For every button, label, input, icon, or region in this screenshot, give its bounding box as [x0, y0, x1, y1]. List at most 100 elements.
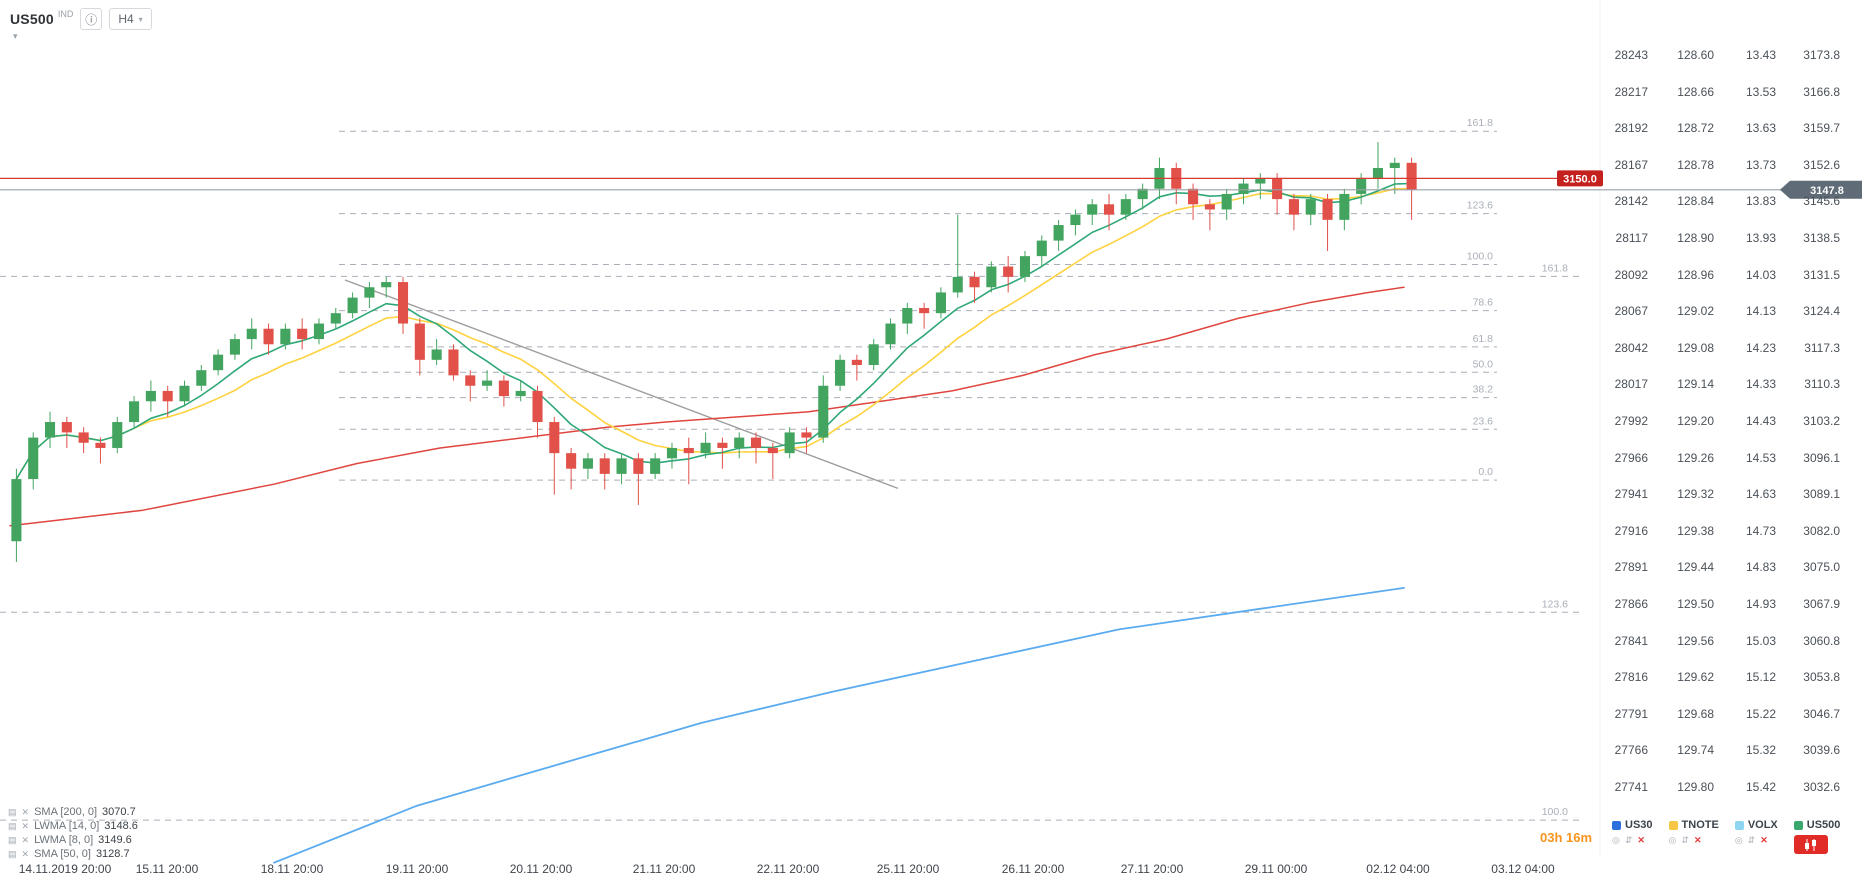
visibility-toggle-icon[interactable]: ◎: [1612, 835, 1620, 845]
price-scale-value-volx: 13.53: [1745, 84, 1776, 99]
trendline[interactable]: [344, 279, 899, 490]
instrument-legend-volx: VOLX ◎ ⇵ ✕: [1734, 819, 1778, 854]
instrument-legend-us30: US30 ◎ ⇵ ✕: [1612, 819, 1653, 854]
price-scale-value-tnote: 129.50: [1677, 597, 1714, 611]
candle-body: [986, 266, 997, 288]
price-scale-value-volx: 13.43: [1745, 48, 1776, 62]
candle-body: [666, 447, 678, 459]
lwma14-line[interactable]: [15, 187, 1413, 480]
reorder-arrows-icon[interactable]: ⇵: [1681, 835, 1689, 845]
indicator-remove-icon[interactable]: ✕: [21, 834, 30, 845]
candle-body: [1087, 204, 1098, 215]
reorder-arrows-icon[interactable]: ⇵: [1747, 835, 1756, 845]
candle-body: [969, 276, 980, 288]
time-axis-label: 02.12 04:00: [1366, 862, 1430, 876]
price-scale-value-us30: 27766: [1614, 743, 1648, 758]
price-scale-value-volx: 15.22: [1745, 706, 1776, 721]
candle-body: [784, 432, 795, 454]
price-scale-value-tnote: 129.26: [1677, 450, 1714, 465]
fib-main-label: 123.6: [1467, 200, 1493, 212]
price-scale-value-tnote: 129.74: [1677, 743, 1714, 758]
candle-body: [1238, 183, 1249, 194]
candle-body: [145, 390, 156, 402]
instrument-color-swatch: [1612, 820, 1621, 830]
price-scale-value-us30: 27866: [1614, 597, 1648, 611]
lwma8-line[interactable]: [15, 182, 1413, 480]
candle-body: [734, 437, 745, 448]
instrument-legend-header[interactable]: TNOTE: [1668, 819, 1719, 831]
remove-instrument-icon[interactable]: ✕: [1637, 835, 1645, 845]
candle-body: [902, 307, 913, 324]
price-scale-value-us500: 3173.8: [1803, 48, 1840, 62]
indicator-remove-icon[interactable]: ✕: [21, 820, 30, 831]
candle-body: [414, 323, 425, 360]
indicator-label: SMA [200, 0]: [34, 806, 98, 818]
time-axis-label: 19.11 20:00: [385, 862, 449, 876]
price-scale-value-volx: 14.83: [1745, 560, 1776, 575]
candle-body: [582, 458, 593, 469]
sma200-line[interactable]: [273, 587, 1405, 864]
time-axis-label: 03.12 04:00: [1491, 862, 1555, 876]
candle-body: [566, 453, 577, 469]
visibility-toggle-icon[interactable]: ◎: [1668, 835, 1677, 845]
remove-instrument-icon[interactable]: ✕: [1760, 835, 1768, 845]
candle-body: [1372, 168, 1384, 179]
indicator-legend-row: ▤ ✕ LWMA [14, 0] 3148.6: [8, 819, 138, 833]
candle-body: [1204, 204, 1215, 210]
price-scale-value-us30: 28243: [1614, 48, 1648, 62]
price-scale-value-us30: 27916: [1614, 523, 1648, 538]
instrument-legend-header[interactable]: US30: [1612, 819, 1653, 831]
reorder-arrows-icon[interactable]: ⇵: [1624, 835, 1633, 845]
indicator-settings-icon[interactable]: ▤: [8, 820, 17, 831]
price-scale-value-us500: 3103.2: [1803, 414, 1840, 428]
price-scale-value-tnote: 129.32: [1677, 487, 1714, 502]
sma50-line[interactable]: [9, 286, 1405, 527]
candle-body: [1389, 162, 1400, 169]
price-scale-value-us500: 3152.6: [1803, 157, 1840, 172]
candle-body: [1322, 199, 1333, 220]
candle-body: [818, 385, 829, 438]
candle-body: [112, 422, 123, 448]
price-scale-value-volx: 13.93: [1745, 231, 1776, 245]
price-scale-value-us30: 27992: [1614, 414, 1648, 428]
new-order-button[interactable]: [1793, 835, 1828, 854]
visibility-toggle-icon[interactable]: ◎: [1734, 835, 1743, 845]
price-scale-value-tnote: 129.80: [1677, 780, 1714, 794]
instrument-legend-header[interactable]: US500: [1793, 819, 1840, 831]
candle-body: [599, 458, 610, 474]
indicator-remove-icon[interactable]: ✕: [21, 848, 30, 859]
timeframe-dropdown[interactable]: H4 ▾: [109, 8, 152, 30]
candle-body: [229, 339, 240, 355]
candle-body: [717, 442, 728, 448]
price-scale-value-tnote: 129.38: [1677, 523, 1714, 538]
candle-body: [179, 385, 190, 402]
price-scale-value-us500: 3138.5: [1803, 231, 1840, 245]
info-button[interactable]: ⓘ: [80, 8, 103, 30]
price-scale-value-us30: 28192: [1614, 121, 1648, 136]
price-scale-value-us30: 28042: [1614, 340, 1648, 355]
indicator-remove-icon[interactable]: ✕: [21, 806, 30, 817]
price-scale-value-tnote: 128.66: [1677, 84, 1714, 99]
price-scale-value-us500: 3145.6: [1803, 194, 1840, 209]
candle-body: [1272, 178, 1283, 200]
remove-instrument-icon[interactable]: ✕: [1693, 835, 1702, 845]
instrument-legend-header[interactable]: VOLX: [1734, 819, 1778, 831]
price-scale-value-tnote: 128.72: [1677, 121, 1714, 136]
indicator-settings-icon[interactable]: ▤: [8, 834, 17, 845]
collapse-symbol-caret[interactable]: ▾: [13, 31, 18, 41]
instrument-legend-tnote: TNOTE ◎ ⇵ ✕: [1668, 819, 1719, 854]
indicator-settings-icon[interactable]: ▤: [8, 848, 17, 859]
price-scale-value-us30: 28017: [1614, 377, 1648, 392]
price-scale-value-volx: 14.13: [1745, 304, 1776, 319]
candle-body: [246, 328, 257, 340]
instrument-controls: ◎ ⇵ ✕: [1612, 835, 1645, 846]
fib-main-label: 61.8: [1473, 333, 1494, 345]
time-axis-label: 26.11 20:00: [1001, 862, 1065, 876]
indicator-settings-icon[interactable]: ▤: [8, 806, 17, 817]
price-scale-value-us500: 3089.1: [1803, 487, 1840, 502]
candle-body: [868, 344, 879, 366]
